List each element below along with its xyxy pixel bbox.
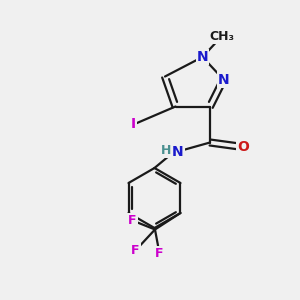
Text: N: N xyxy=(197,50,208,64)
Text: F: F xyxy=(128,214,137,227)
Text: F: F xyxy=(131,244,140,257)
Text: CH₃: CH₃ xyxy=(209,29,235,43)
Text: H: H xyxy=(161,143,171,157)
Text: F: F xyxy=(155,247,164,260)
Text: I: I xyxy=(131,118,136,131)
Text: O: O xyxy=(237,140,249,154)
Text: N: N xyxy=(218,73,229,86)
Text: N: N xyxy=(172,146,184,159)
